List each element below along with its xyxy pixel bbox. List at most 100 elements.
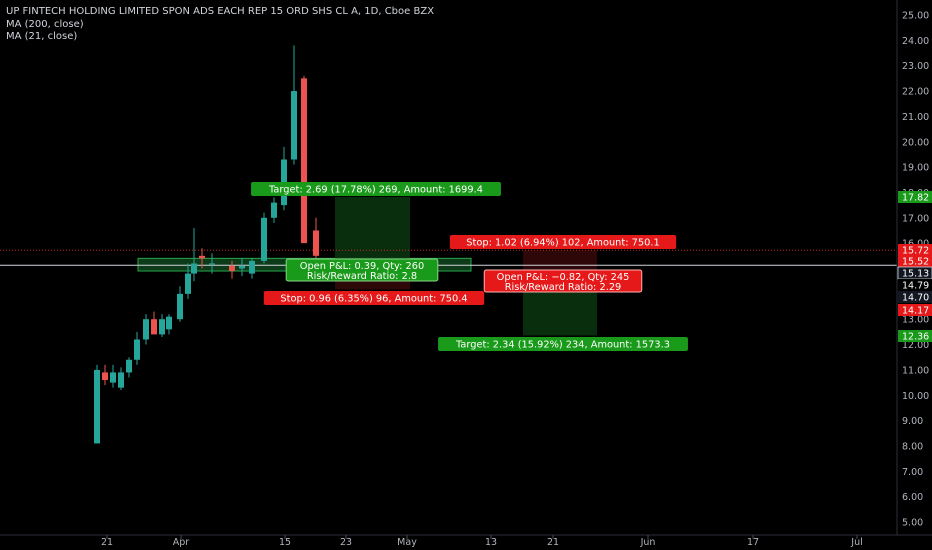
y-tick-label: 13.00 (902, 315, 929, 326)
x-tick-label: Jul (850, 537, 862, 548)
candle-body (249, 260, 255, 274)
long-pnl-box-rr: Risk/Reward Ratio: 2.8 (307, 271, 417, 282)
candle-body (313, 230, 319, 256)
candle[interactable] (271, 197, 277, 223)
long-pnl-box-pnl: Open P&L: 0.39, Qty: 260 (300, 261, 425, 272)
price-badge-text: 15.72 (902, 246, 929, 257)
price-badge-text: 12.36 (902, 332, 929, 343)
long-stop-label-text: Stop: 0.96 (6.35%) 96, Amount: 750.4 (280, 294, 467, 305)
candle[interactable] (159, 314, 165, 337)
price-badge: 12.36 (898, 330, 932, 343)
chart-legend: UP FINTECH HOLDING LIMITED SPON ADS EACH… (6, 6, 434, 44)
candle[interactable] (301, 75, 307, 244)
y-tick-label: 9.00 (902, 416, 923, 427)
candle-body (177, 293, 183, 320)
candle[interactable] (166, 314, 172, 335)
y-tick-label: 10.00 (902, 391, 929, 402)
long-target-label[interactable]: Target: 2.69 (17.78%) 269, Amount: 1699.… (251, 182, 501, 196)
candle[interactable] (191, 227, 197, 282)
price-badge: 15.13 (897, 266, 932, 280)
x-tick-label: May (397, 537, 417, 548)
price-badge-text: 17.82 (902, 193, 929, 204)
candle-body (159, 319, 165, 335)
candle[interactable] (281, 146, 287, 211)
price-badge: 14.70 (898, 291, 932, 304)
short-stop-label-text: Stop: 1.02 (6.94%) 102, Amount: 750.1 (466, 238, 659, 249)
candle-body (94, 369, 100, 444)
y-tick-label: 21.00 (902, 112, 929, 123)
y-tick-label: 23.00 (902, 61, 929, 72)
long-profit-zone[interactable] (335, 197, 410, 266)
candle-body (134, 339, 140, 360)
candle-body (199, 255, 205, 259)
short-stop-label[interactable]: Stop: 1.02 (6.94%) 102, Amount: 750.1 (449, 235, 677, 249)
x-tick-label: 21 (547, 537, 559, 548)
y-tick-label: 11.00 (902, 365, 929, 376)
y-tick-label: 22.00 (902, 87, 929, 98)
candle[interactable] (209, 253, 215, 274)
price-badge-text: 15.13 (902, 269, 929, 280)
long-target-label-text: Target: 2.69 (17.78%) 269, Amount: 1699.… (268, 185, 483, 196)
candle[interactable] (239, 258, 245, 277)
candle[interactable] (118, 367, 124, 391)
x-tick-label: 17 (747, 537, 759, 548)
price-badge-text: 14.79 (902, 281, 929, 292)
candle-body (209, 263, 215, 265)
y-tick-label: 24.00 (902, 36, 929, 47)
candle[interactable] (102, 364, 108, 386)
candle-body (166, 316, 172, 330)
indicator-ma21[interactable]: MA (21, close) (6, 31, 78, 42)
x-tick-label: 13 (485, 537, 497, 548)
candle[interactable] (151, 311, 157, 335)
price-badge: 14.17 (898, 304, 932, 317)
price-badge-text: 15.52 (902, 257, 929, 268)
y-tick-label: 12.00 (902, 340, 929, 351)
short-pnl-box-rr: Risk/Reward Ratio: 2.29 (505, 282, 622, 293)
candle[interactable] (94, 364, 100, 444)
candle[interactable] (313, 217, 319, 264)
candle[interactable] (249, 258, 255, 279)
candle[interactable] (110, 364, 116, 388)
candle-body (151, 319, 157, 335)
x-tick-label: 21 (101, 537, 113, 548)
price-badge: 17.82 (898, 191, 932, 204)
candle-body (185, 273, 191, 294)
candle[interactable] (291, 45, 297, 165)
price-badge-text: 14.70 (902, 293, 929, 304)
candle[interactable] (143, 314, 149, 345)
candle-body (261, 217, 267, 261)
candle[interactable] (229, 260, 235, 279)
x-tick-label: 23 (340, 537, 352, 548)
candle-body (229, 265, 235, 272)
y-tick-label: 17.00 (902, 213, 929, 224)
candle-body (291, 91, 297, 160)
y-tick-label: 6.00 (902, 492, 923, 503)
indicator-ma200[interactable]: MA (200, close) (6, 18, 84, 30)
short-target-label-text: Target: 2.34 (15.92%) 234, Amount: 1573.… (455, 340, 670, 351)
x-tick-label: Apr (173, 537, 190, 548)
candle-body (271, 202, 277, 218)
candle[interactable] (199, 248, 205, 269)
candle-body (118, 372, 124, 388)
y-tick-label: 7.00 (902, 467, 923, 478)
candle-body (301, 78, 307, 244)
candle[interactable] (134, 331, 140, 365)
candle[interactable] (177, 286, 183, 322)
y-tick-label: 20.00 (902, 137, 929, 148)
price-badge: 14.79 (898, 279, 932, 292)
candle[interactable] (261, 212, 267, 264)
candle[interactable] (126, 357, 132, 378)
candle[interactable] (185, 263, 191, 299)
candle-body (239, 265, 245, 269)
short-target-label[interactable]: Target: 2.34 (15.92%) 234, Amount: 1573.… (438, 337, 688, 351)
price-badge: 15.72 (898, 244, 932, 257)
long-stop-label[interactable]: Stop: 0.96 (6.35%) 96, Amount: 750.4 (263, 291, 485, 305)
price-badge-text: 14.17 (902, 306, 929, 317)
candle-body (143, 319, 149, 340)
x-tick-label: 15 (279, 537, 291, 548)
chart-title: UP FINTECH HOLDING LIMITED SPON ADS EACH… (6, 6, 435, 17)
y-tick-label: 5.00 (902, 518, 923, 529)
